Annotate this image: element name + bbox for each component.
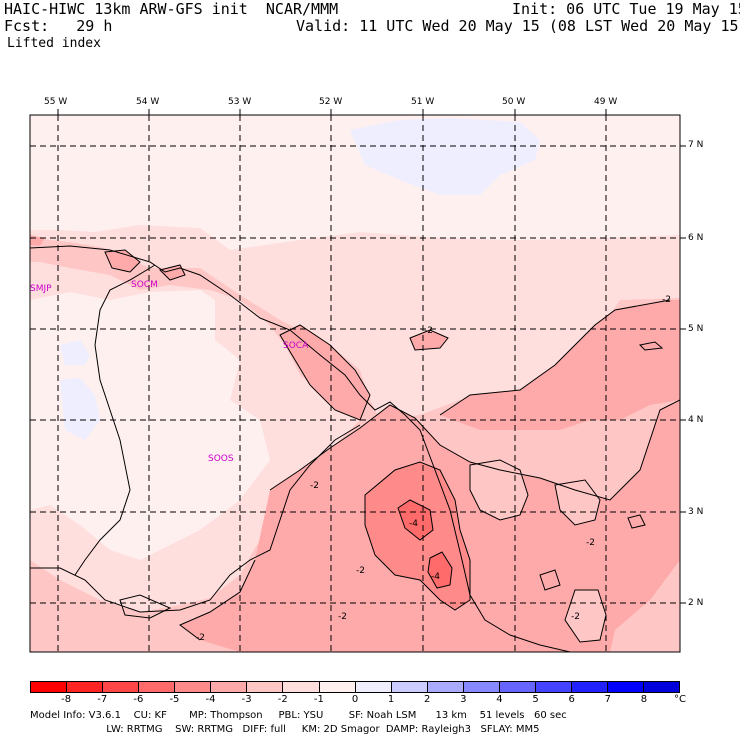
colorbar-tick-label: -3	[241, 694, 252, 705]
colorbar-cell	[427, 682, 464, 692]
map-frame	[29, 114, 681, 653]
frame-ticks	[57, 109, 686, 604]
colorbar-cell	[31, 682, 68, 692]
colorbar-cell	[175, 682, 212, 692]
fill-minus2-east	[440, 300, 680, 430]
lon-label-52w: 52 W	[319, 97, 343, 107]
lon-label-54w: 54 W	[136, 97, 160, 107]
fill-positive-north	[350, 118, 540, 195]
colorbar-cell	[391, 682, 428, 692]
station-socm: SOCM	[131, 280, 158, 290]
lon-label-49w: 49 W	[594, 97, 618, 107]
colorbar-tick-label: 4	[496, 694, 503, 705]
colorbar-tick-label: 7	[604, 694, 611, 705]
fill-minus4-a	[398, 500, 433, 540]
colorbar-tick-label: 0	[351, 694, 359, 705]
colorbar-tick-label: 8	[640, 694, 648, 705]
colorbar-cell	[571, 682, 608, 692]
fill-blob-3	[410, 330, 448, 350]
colorbar-cell	[608, 682, 645, 692]
model-info-line1: Model Info: V3.6.1 CU: KF MP: Thompson P…	[30, 710, 567, 721]
contour-lines	[104, 249, 680, 643]
lat-label-2n: 2 N	[688, 598, 704, 608]
lon-label-51w: 51 W	[411, 97, 435, 107]
lat-label-5n: 5 N	[688, 324, 704, 334]
colorbar-tick-label: -7	[97, 694, 108, 705]
colorbar-cell	[283, 682, 320, 692]
colorbar-cell	[211, 682, 248, 692]
colorbar-tick-label: 5	[532, 694, 539, 705]
init-time: Init: 06 UTC Tue 19 May 15	[512, 0, 740, 18]
lon-label-53w: 53 W	[228, 97, 252, 107]
colorbar-tick-label: -2	[277, 694, 288, 705]
model-info-line2: LW: RRTMG SW: RRTMG DIFF: full KM: 2D Sm…	[30, 724, 540, 735]
fill-positive-west1	[60, 340, 90, 365]
colorbar-cell	[463, 682, 500, 692]
colorbar-cell	[355, 682, 392, 692]
border-guyane-brazil	[30, 424, 361, 613]
colorbar-tick-label: -6	[133, 694, 144, 705]
colorbar-cell	[319, 682, 356, 692]
colorbar-tick-label: -8	[61, 694, 72, 705]
valid-time: Valid: 11 UTC Wed 20 May 15 (08 LST Wed …	[296, 17, 740, 35]
contour-label: -2	[196, 633, 205, 643]
colorbar-tick-label: 3	[460, 694, 467, 705]
fill-positive-west2	[60, 378, 100, 440]
fill-minus4-b	[428, 552, 452, 588]
contour-label: -2	[356, 566, 365, 576]
lat-label-3n: 3 N	[688, 507, 704, 517]
colorbar-cell	[103, 682, 140, 692]
contour-label: -2	[424, 326, 433, 336]
contour-label: -2	[338, 612, 347, 622]
colorbar-tick-label: -5	[169, 694, 180, 705]
contour-label: -4	[409, 519, 418, 529]
colorbar-tick-label: -1	[313, 694, 324, 705]
colorbar-cell	[139, 682, 176, 692]
colorbar-tick-label: -4	[205, 694, 216, 705]
fill-hole-2	[555, 480, 600, 525]
fill-hole-1	[470, 460, 528, 520]
lat-label-7n: 7 N	[688, 140, 704, 150]
colorbar-cell	[67, 682, 104, 692]
fill-near-zero-west	[30, 290, 270, 560]
contour-label: -2	[586, 538, 595, 548]
model-title: HAIC-HIWC 13km ARW-GFS init NCAR/MMM	[4, 0, 339, 18]
field-name: Lifted index	[7, 36, 101, 51]
colorbar	[30, 681, 680, 693]
border-suriname-guyane	[74, 264, 156, 576]
fill-minus2-coast	[280, 325, 370, 420]
colorbar-cell	[535, 682, 572, 692]
lon-label-50w: 50 W	[502, 97, 526, 107]
forecast-hour: Fcst: 29 h	[4, 17, 113, 35]
colorbar-unit: °C	[674, 694, 686, 705]
lon-label-55w: 55 W	[44, 97, 68, 107]
colorbar-cell	[644, 682, 680, 692]
colorbar-tick-label: 6	[568, 694, 575, 705]
lat-lon-grid	[30, 115, 680, 652]
colorbar-tick-label: 1	[387, 694, 395, 705]
colorbar-cell	[499, 682, 536, 692]
contour-label: -2	[310, 481, 319, 491]
colorbar-cell	[247, 682, 284, 692]
contour-label: -2	[571, 612, 580, 622]
contour-label: -4	[431, 572, 440, 582]
colorbar-tick-label: 2	[424, 694, 431, 705]
station-smjp: SMJP	[30, 284, 52, 294]
station-soos: SOOS	[208, 454, 234, 464]
station-soca: SOCA	[283, 341, 309, 351]
contour-label: -2	[662, 295, 671, 305]
lat-label-4n: 4 N	[688, 415, 704, 425]
coastline	[30, 245, 571, 652]
lat-label-6n: 6 N	[688, 233, 704, 243]
